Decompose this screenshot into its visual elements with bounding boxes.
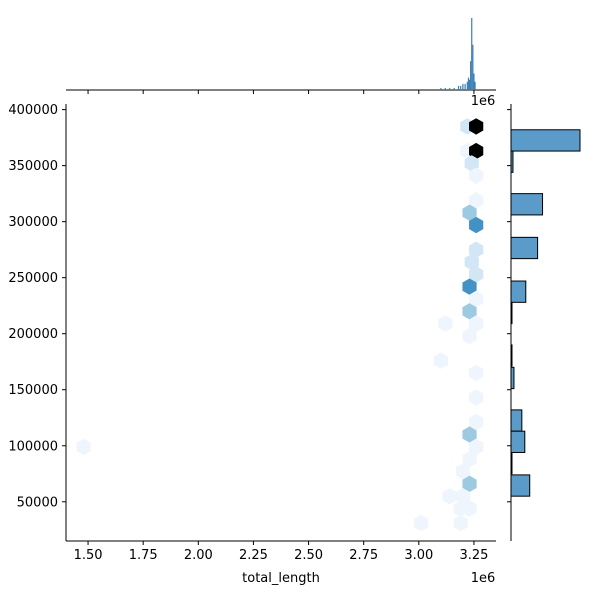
marginal-y-histogram [507,104,581,541]
hexbin-cell [462,327,477,345]
y-tick-label: 250000 [8,271,58,286]
hexbin-cell [469,414,484,431]
marginal-y-bar [510,451,513,475]
hexbin-cell [469,438,484,456]
hexbin-cell [462,278,477,295]
marginal-y-bar [510,344,513,367]
marginal-x-bar [466,81,468,90]
marginal-x-bar [457,85,460,90]
marginal-y-bar [510,280,527,303]
hexbin-cell [433,352,448,369]
marginal-x-bar [473,73,475,90]
y-tick-label: 350000 [8,159,58,174]
hexbin-cell [469,216,484,234]
y-tick-label: 150000 [8,383,58,398]
hexbin-cell [455,463,471,480]
hexbin-cell [438,315,453,332]
x-tick-label: 1.75 [129,548,158,563]
marginal-y-bar [510,430,526,453]
marginal-x-bar [462,83,464,90]
hexbin-cell [442,487,457,505]
hexbin-cell [464,155,479,172]
x-tick-label: 2.75 [349,548,378,563]
marginal-x-bar [464,83,466,90]
x-tick-label: 3.00 [404,548,433,563]
marginal-y-bar [510,193,544,216]
marginal-x-bar [444,87,446,90]
marginal-y-bar [510,150,514,173]
hexbin-cell [462,303,477,320]
y-tick-label: 50000 [17,495,58,510]
marginal-y-bar [510,236,539,260]
hexbin-cell [469,241,484,258]
x-tick-label: 2.00 [184,548,213,563]
marginal-x-bar [471,18,473,90]
x-axis-offset-label: 1e6 [471,571,496,586]
y-tick-label: 300000 [8,215,58,230]
hexbin-cell [469,142,484,160]
hexbin-cell [462,451,477,468]
hexbin-cell [469,266,484,283]
marginal-x-bar [472,44,474,90]
hexbin-cell [462,426,477,443]
y-tick-label: 200000 [8,327,58,342]
hexbin-cell [469,290,484,308]
marginal-x-bar [440,87,442,90]
hexbin-plot-area [76,118,484,532]
hexbin-cell [469,167,484,184]
marginal-x-bar [449,87,451,90]
hexbin-cell [413,514,429,532]
marginal-y-bar [510,301,513,325]
hexbin-cell [464,253,479,271]
hexbin-cell [462,500,477,517]
marginal-y-bar [510,409,523,432]
marginal-x-offset-label: 1e6 [471,94,496,109]
marginal-y-bar [510,129,581,152]
marginal-x-bar [474,81,476,90]
hexbin-cell [76,438,91,456]
x-tick-label: 2.50 [294,548,323,563]
y-tick-label: 400000 [8,103,58,118]
x-tick-label: 1.50 [74,548,103,563]
hexbin-cell [469,118,484,135]
marginal-x-bar [460,85,462,90]
marginal-x-bar [468,79,471,90]
hexbin-cell [455,487,471,505]
hexbin-cell [462,475,477,493]
hexbin-cell [453,514,468,532]
x-axis-label: total_length [242,571,320,586]
axes: 1.50 1.75 2.00 2.25 2.50 2.75 3.00 3.25 50000 100… [8,103,496,563]
hexbin-cell [469,315,484,332]
y-tick-label: 100000 [8,439,58,454]
hexbin-cell [469,389,484,406]
marginal-y-bar [510,366,515,390]
marginal-x-bar [470,61,472,90]
hexbin-cell [469,364,484,382]
x-tick-label: 3.25 [459,548,488,563]
marginal-x-bar [467,77,470,90]
hexbin-cell [469,192,484,209]
marginal-x-bar [453,87,455,90]
marginal-x-histogram [66,18,496,94]
marginal-y-bar [510,474,531,497]
x-tick-label: 2.25 [239,548,268,563]
hexbin-cell [462,204,477,221]
